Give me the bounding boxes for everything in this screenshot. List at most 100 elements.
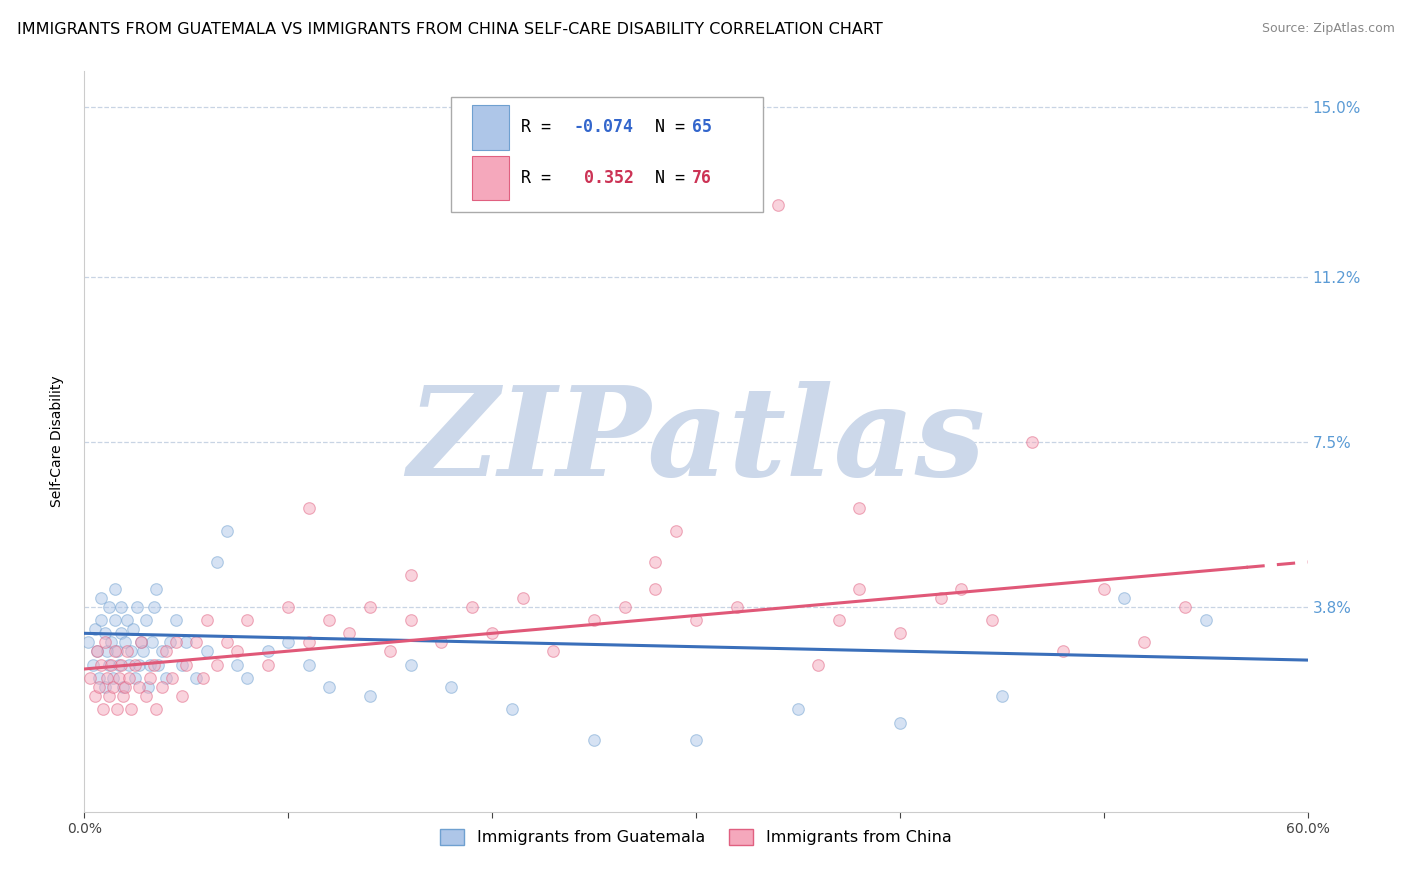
Point	[226, 644, 249, 658]
Point	[131, 635, 153, 649]
Point	[195, 613, 218, 627]
Point	[359, 689, 381, 703]
Point	[399, 657, 422, 672]
Point	[502, 702, 524, 716]
Point	[685, 613, 707, 627]
Point	[141, 635, 163, 649]
Point	[766, 198, 789, 212]
Point	[787, 702, 810, 716]
Point	[136, 680, 159, 694]
Point	[1021, 434, 1043, 449]
Point	[226, 657, 249, 672]
Point	[104, 613, 127, 627]
Point	[481, 626, 503, 640]
Point	[665, 524, 688, 538]
Point	[105, 702, 128, 716]
Point	[159, 635, 181, 649]
Point	[135, 689, 157, 703]
Point	[950, 582, 973, 596]
Point	[87, 680, 110, 694]
Point	[93, 680, 115, 694]
Text: 0.352: 0.352	[574, 169, 634, 186]
Point	[277, 599, 299, 614]
Point	[399, 568, 422, 582]
Point	[644, 582, 666, 596]
Text: ZIPatlas: ZIPatlas	[406, 381, 986, 502]
Point	[889, 715, 911, 730]
Point	[132, 644, 155, 658]
Point	[174, 635, 197, 649]
Point	[118, 671, 141, 685]
Legend: Immigrants from Guatemala, Immigrants from China: Immigrants from Guatemala, Immigrants fr…	[434, 822, 957, 852]
Point	[118, 657, 141, 672]
Point	[127, 599, 149, 614]
Point	[205, 657, 228, 672]
Point	[82, 657, 104, 672]
Point	[257, 657, 280, 672]
Point	[101, 680, 124, 694]
Point	[318, 680, 340, 694]
Point	[97, 657, 120, 672]
Point	[380, 644, 402, 658]
Point	[96, 644, 118, 658]
Point	[86, 644, 108, 658]
Point	[120, 702, 142, 716]
Point	[399, 613, 422, 627]
Point	[135, 613, 157, 627]
Text: 76: 76	[692, 169, 713, 186]
Point	[112, 689, 135, 703]
FancyBboxPatch shape	[451, 97, 763, 212]
Point	[150, 680, 173, 694]
Point	[644, 555, 666, 569]
FancyBboxPatch shape	[472, 105, 509, 150]
Point	[155, 644, 177, 658]
Point	[980, 613, 1002, 627]
Point	[115, 644, 138, 658]
Text: -0.074: -0.074	[574, 119, 634, 136]
Point	[112, 680, 135, 694]
Point	[90, 657, 112, 672]
Text: IMMIGRANTS FROM GUATEMALA VS IMMIGRANTS FROM CHINA SELF-CARE DISABILITY CORRELAT: IMMIGRANTS FROM GUATEMALA VS IMMIGRANTS …	[17, 22, 883, 37]
Point	[83, 689, 105, 703]
Point	[100, 657, 122, 672]
Point	[138, 657, 160, 672]
Point	[186, 671, 208, 685]
Point	[172, 689, 194, 703]
Point	[90, 591, 112, 605]
Point	[150, 644, 173, 658]
Point	[440, 680, 463, 694]
Point	[124, 671, 146, 685]
Point	[110, 599, 132, 614]
Point	[124, 657, 146, 672]
Point	[298, 501, 321, 516]
Point	[205, 555, 228, 569]
Point	[1174, 599, 1197, 614]
Point	[93, 626, 115, 640]
Point	[87, 671, 110, 685]
Point	[83, 622, 105, 636]
Point	[991, 689, 1014, 703]
Point	[131, 635, 153, 649]
Point	[165, 613, 187, 627]
Point	[929, 591, 952, 605]
Point	[1195, 613, 1218, 627]
Point	[236, 613, 259, 627]
Point	[277, 635, 299, 649]
Point	[120, 644, 142, 658]
Point	[100, 635, 122, 649]
Point	[165, 635, 187, 649]
Point	[108, 671, 131, 685]
Point	[146, 657, 169, 672]
Point	[142, 657, 165, 672]
Point	[725, 599, 748, 614]
Point	[128, 657, 150, 672]
Point	[142, 599, 165, 614]
Point	[339, 626, 361, 640]
Point	[160, 671, 183, 685]
Point	[512, 591, 534, 605]
Point	[430, 635, 453, 649]
Point	[104, 582, 127, 596]
Text: R =: R =	[522, 169, 561, 186]
Point	[461, 599, 484, 614]
Point	[155, 671, 177, 685]
